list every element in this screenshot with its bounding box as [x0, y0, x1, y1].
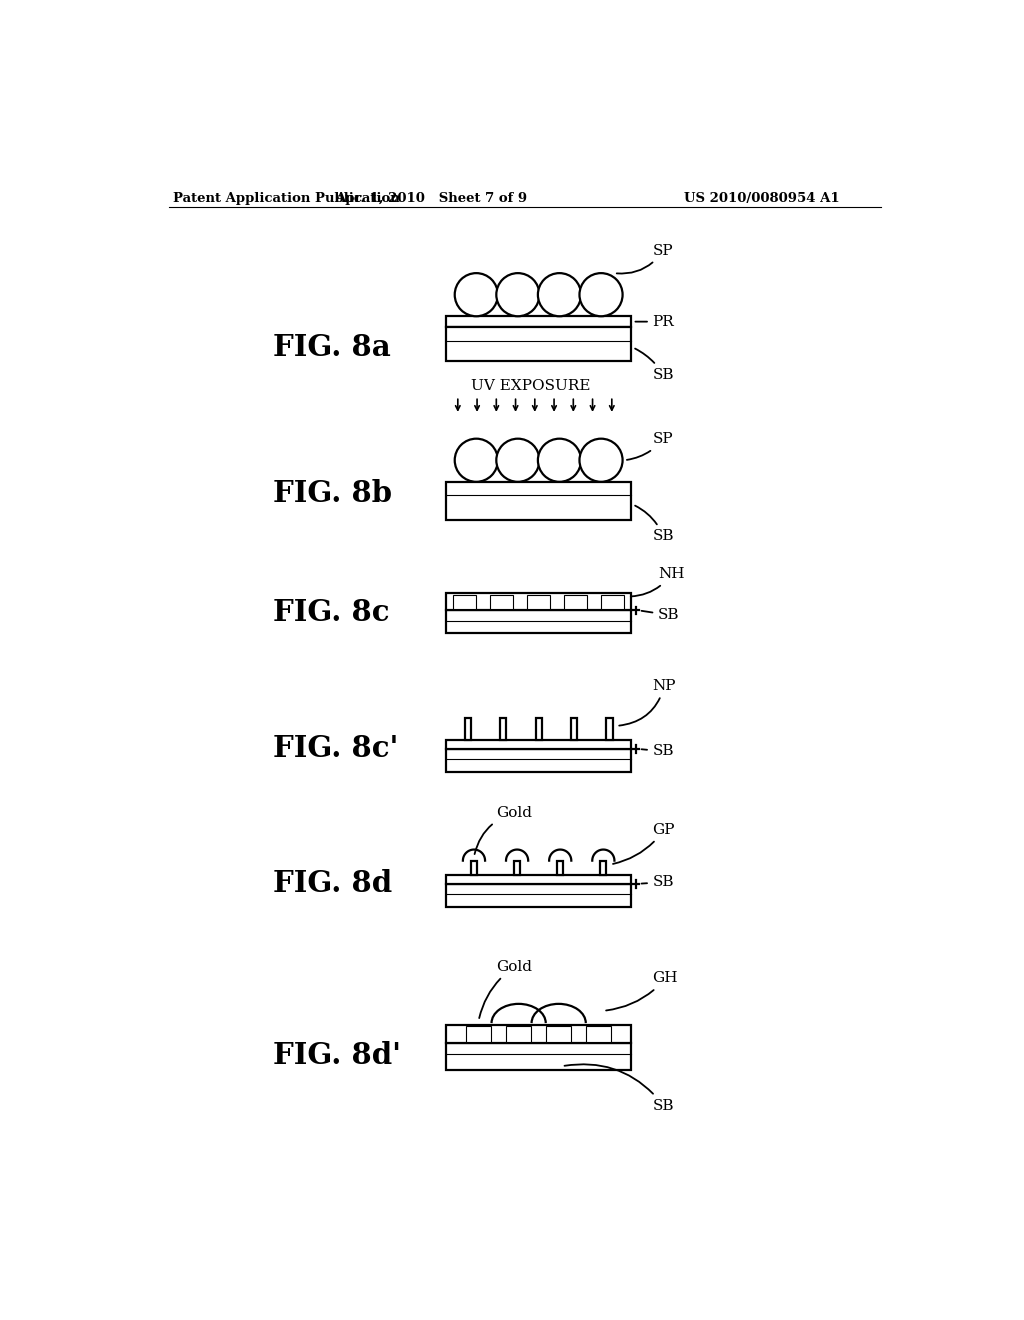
Text: FIG. 8d: FIG. 8d: [273, 870, 392, 898]
Bar: [500, 718, 506, 739]
Text: US 2010/0080954 A1: US 2010/0080954 A1: [684, 191, 840, 205]
Text: SB: SB: [641, 609, 680, 622]
Bar: [446, 874, 631, 884]
Text: SB: SB: [641, 744, 674, 758]
Ellipse shape: [538, 438, 581, 482]
Text: FIG. 8d': FIG. 8d': [273, 1041, 401, 1071]
Bar: [446, 482, 631, 520]
Bar: [527, 595, 550, 609]
Text: FIG. 8c': FIG. 8c': [273, 734, 398, 763]
Bar: [446, 317, 631, 327]
Circle shape: [455, 273, 498, 317]
Text: SB: SB: [635, 506, 674, 544]
Bar: [606, 718, 612, 739]
Text: UV EXPOSURE: UV EXPOSURE: [471, 379, 591, 392]
Bar: [600, 861, 606, 874]
Bar: [446, 739, 631, 748]
Text: NH: NH: [631, 568, 684, 597]
Circle shape: [497, 273, 540, 317]
Text: FIG. 8b: FIG. 8b: [273, 479, 392, 508]
Bar: [564, 595, 587, 609]
Bar: [547, 1026, 571, 1041]
Text: SB: SB: [564, 1064, 674, 1113]
Ellipse shape: [455, 438, 498, 482]
Bar: [587, 1026, 611, 1041]
Bar: [446, 610, 631, 634]
Bar: [446, 594, 631, 610]
Bar: [601, 595, 625, 609]
Bar: [557, 861, 563, 874]
Bar: [446, 748, 631, 772]
Bar: [446, 1043, 631, 1071]
Circle shape: [580, 273, 623, 317]
Text: Gold: Gold: [479, 960, 532, 1018]
Bar: [465, 718, 471, 739]
Text: SP: SP: [616, 244, 673, 273]
Bar: [506, 1026, 531, 1041]
Text: GP: GP: [613, 822, 675, 863]
Circle shape: [538, 273, 581, 317]
Text: NP: NP: [620, 678, 676, 726]
Bar: [466, 1026, 490, 1041]
Text: FIG. 8c: FIG. 8c: [273, 598, 389, 627]
Text: Patent Application Publication: Patent Application Publication: [173, 191, 399, 205]
Text: FIG. 8a: FIG. 8a: [273, 333, 391, 362]
Ellipse shape: [497, 438, 540, 482]
Text: SP: SP: [627, 433, 673, 459]
Bar: [446, 884, 631, 907]
Bar: [446, 327, 631, 360]
Text: SB: SB: [635, 348, 674, 381]
Text: Gold: Gold: [474, 807, 532, 854]
Bar: [471, 861, 477, 874]
Bar: [490, 595, 513, 609]
Ellipse shape: [580, 438, 623, 482]
Bar: [571, 718, 578, 739]
Text: Apr. 1, 2010   Sheet 7 of 9: Apr. 1, 2010 Sheet 7 of 9: [335, 191, 527, 205]
Bar: [536, 718, 542, 739]
Bar: [446, 1024, 631, 1043]
Text: GH: GH: [606, 972, 678, 1011]
Text: SB: SB: [641, 875, 674, 890]
Text: PR: PR: [635, 314, 675, 329]
Bar: [514, 861, 520, 874]
Bar: [454, 595, 476, 609]
